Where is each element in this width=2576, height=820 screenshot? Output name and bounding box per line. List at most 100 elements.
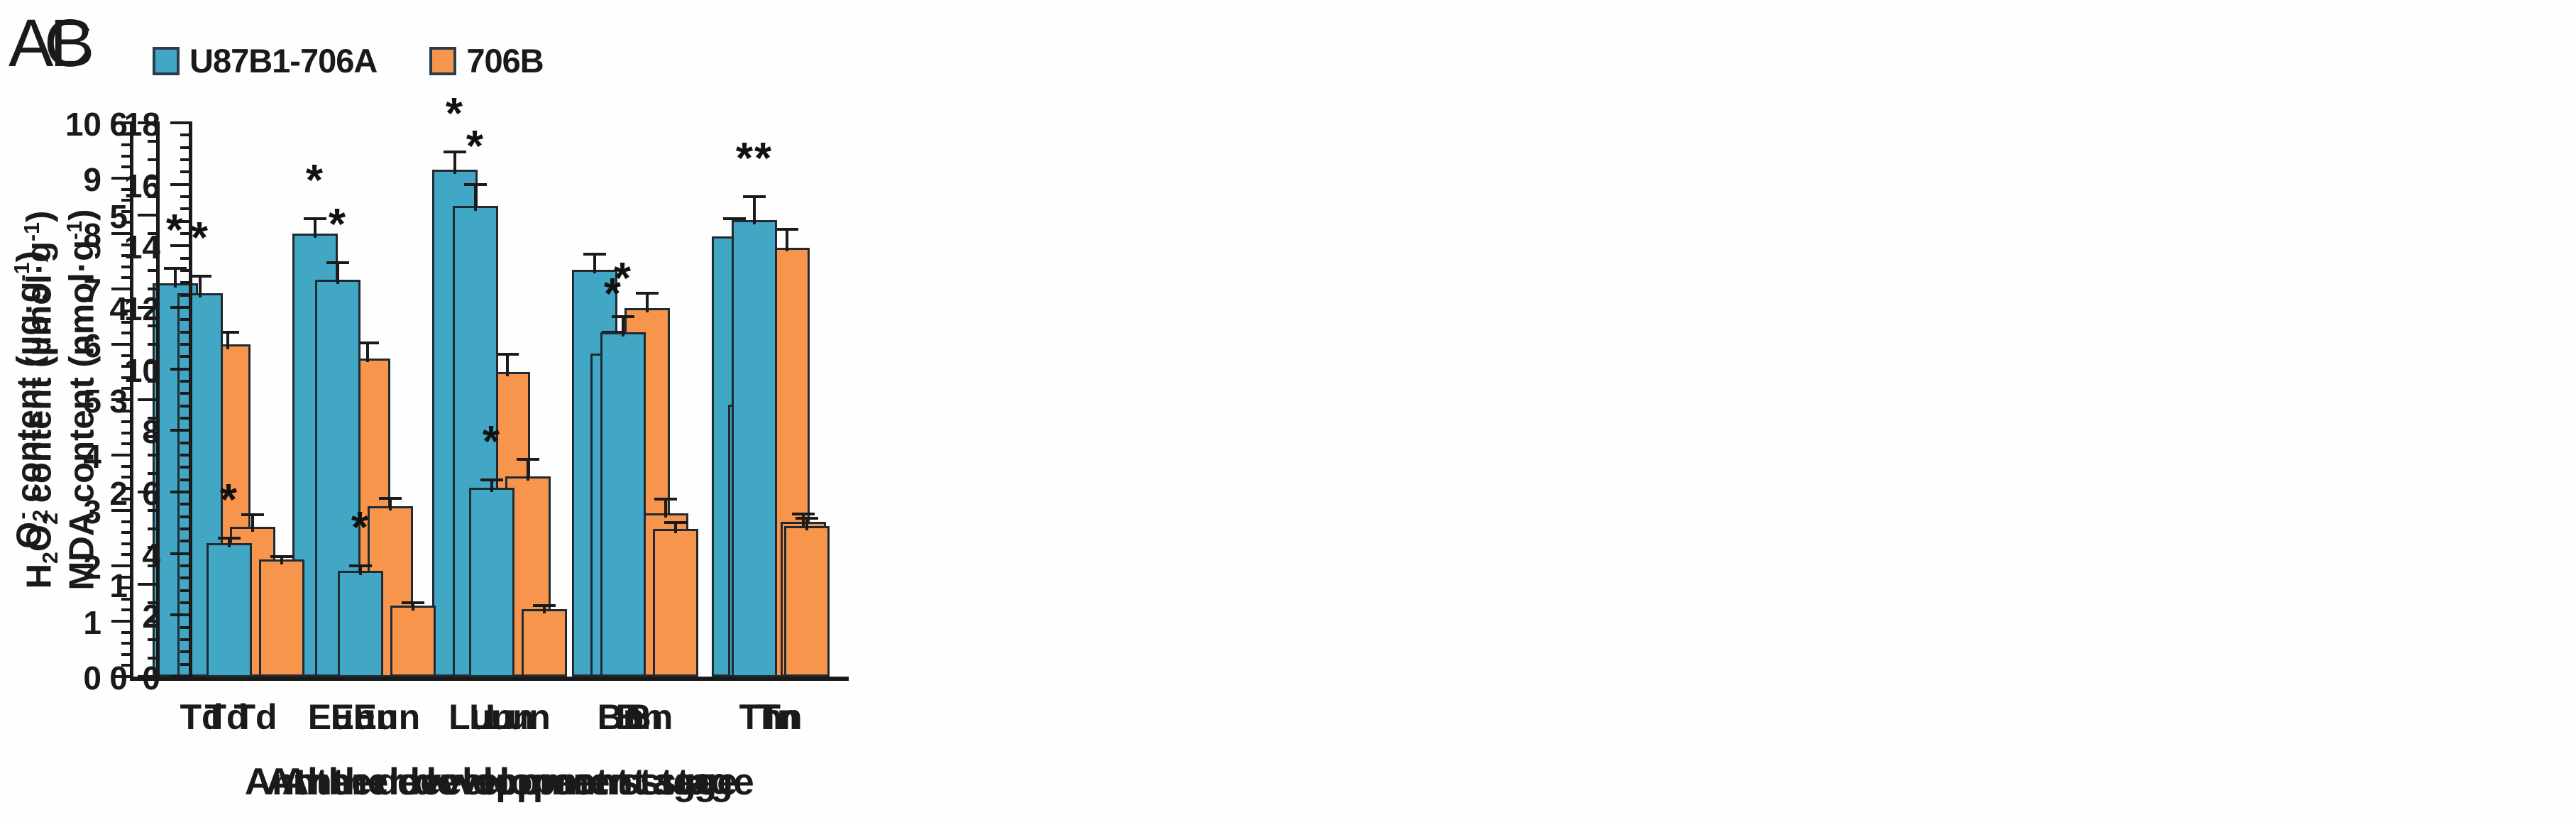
x-axis-title: Anther development stage [244,761,717,803]
y-minor-tick [121,410,131,412]
y-major-tick [111,454,131,457]
y-minor-tick [180,515,190,518]
y-minor-tick [121,365,131,368]
y-major-tick [138,491,158,493]
error-bar-cap [776,228,798,231]
x-tick-label: Bn [597,697,645,737]
y-tick-label: 2 [142,598,160,635]
x-tick-label: Td [233,697,277,737]
y-tick-label: 12 [123,290,160,327]
legend: U87B1-706A 706B [153,41,544,80]
x-tick-label: Eun [330,697,398,737]
x-tick-label: Bn [615,697,664,737]
error-bar-cap [218,537,241,540]
y-minor-tick [148,564,158,567]
error-bar-line [753,195,756,224]
y-minor-tick [148,232,158,235]
bar-706b [259,559,304,677]
error-bar-line [474,183,477,211]
y-tick-label: 10 [123,352,160,389]
y-minor-tick [180,355,190,358]
y-minor-tick [180,269,190,272]
x-axis-title: Anther development stage [282,761,754,803]
y-minor-tick [121,244,131,246]
bar-u87b1-706a [207,543,252,677]
y-tick-label: 5 [109,198,128,235]
error-bar-line [359,564,362,575]
y-minor-tick [121,354,131,357]
error-bar-line [506,353,509,376]
error-bar-cap [241,513,264,516]
y-tick-label: 2 [109,475,128,512]
significance-asterisk: * [466,122,485,171]
error-bar-line [674,521,677,533]
y-major-tick [138,583,158,586]
y-tick-label: 7 [83,272,101,309]
y-minor-tick [121,332,131,334]
y-minor-tick [121,165,131,168]
y-tick-label: 6 [83,327,101,364]
y-minor-tick [148,380,158,383]
y-tick-label: 1 [109,567,128,604]
significance-asterisk: * [351,503,370,552]
y-tick-label: 1 [83,604,101,641]
error-bar-cap [464,183,487,186]
y-minor-tick [148,251,158,253]
error-bar-cap [379,497,402,500]
y-minor-tick [180,257,190,260]
bar-706b [784,526,830,677]
y-tick-label: 4 [142,537,160,574]
y-major-tick [111,620,131,623]
y-minor-tick [180,294,190,297]
error-bar-line [646,292,649,312]
error-bar-line [226,331,229,349]
error-bar-cap [664,521,687,524]
significance-asterisk: * [328,200,348,249]
y-minor-tick [121,498,131,501]
y-tick-label: 9 [83,161,101,198]
y-minor-tick [148,288,158,290]
y-major-tick [111,121,131,124]
bar-706b [522,609,567,677]
y-minor-tick [148,527,158,530]
y-axis-line [130,121,133,678]
y-minor-tick [180,479,190,481]
y-minor-tick [148,269,158,272]
y-axis-line [189,121,192,678]
error-bar-cap [517,458,539,461]
y-axis-line [156,121,160,678]
significance-asterisk: * [190,214,210,263]
y-tick-label: 6 [109,106,128,143]
y-minor-tick [121,476,131,479]
y-minor-tick [148,140,158,143]
y-minor-tick [148,601,158,604]
y-minor-tick [180,576,190,579]
y-tick-label: 0 [83,660,101,696]
y-major-tick [138,675,158,678]
y-minor-tick [180,540,190,542]
y-minor-tick [121,387,131,390]
bar-u87b1-706a [338,571,383,677]
y-minor-tick [121,133,131,136]
error-bar-cap [533,604,556,607]
bar-u87b1-706a [469,488,514,677]
y-minor-tick [148,343,158,346]
y-minor-tick [148,195,158,198]
y-tick-label: 16 [123,168,160,204]
y-minor-tick [180,133,190,136]
significance-asterisk: * [613,254,633,303]
x-axis-line [189,677,849,681]
y-major-tick [138,306,158,309]
error-bar-line [389,497,392,510]
y-major-tick [170,368,190,371]
x-tick-label: Tn [755,697,799,737]
y-minor-tick [121,487,131,490]
y-minor-tick [121,642,131,645]
y-minor-tick [180,663,190,666]
y-minor-tick [148,638,158,641]
y-minor-tick [180,589,190,592]
legend-label-706b: 706B [466,42,544,80]
error-bar-line [543,604,546,613]
error-bar-line [786,228,788,251]
y-axis-title: MDA content (nmol·g-1) [62,209,101,591]
